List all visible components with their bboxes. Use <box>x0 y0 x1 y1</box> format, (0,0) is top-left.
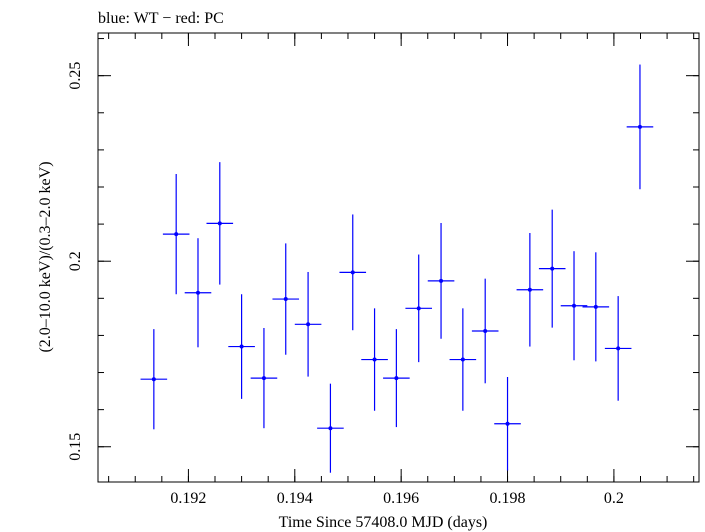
data-point <box>582 252 610 362</box>
data-point <box>626 64 654 190</box>
x-tick-label: 0.196 <box>383 490 419 507</box>
point-marker <box>416 306 421 311</box>
y-tick-label: 0.2 <box>67 251 84 271</box>
data-point <box>339 214 367 331</box>
point-marker <box>460 357 465 362</box>
data-point <box>272 243 300 355</box>
point-marker <box>283 297 288 302</box>
data-point <box>494 376 521 471</box>
data-point <box>405 254 433 363</box>
x-tick-label: 0.198 <box>490 490 526 507</box>
point-marker <box>616 346 621 351</box>
point-marker <box>350 270 355 275</box>
point-marker <box>505 421 510 426</box>
point-marker <box>527 287 532 292</box>
data-points <box>140 64 654 473</box>
point-marker <box>239 344 244 349</box>
point-marker <box>306 322 311 327</box>
data-point <box>206 162 234 285</box>
data-point <box>538 209 566 328</box>
data-point <box>294 271 322 377</box>
axis-tick-labels: 0.192 0.194 0.196 0.198 0.2 0.15 0.2 0.25 <box>67 62 624 507</box>
x-tick-label: 0.192 <box>170 490 206 507</box>
data-point <box>317 383 344 473</box>
point-marker <box>394 376 399 381</box>
point-marker <box>328 426 333 431</box>
point-marker <box>550 266 555 271</box>
data-point <box>184 238 212 348</box>
point-marker <box>195 290 200 295</box>
plot-frame <box>97 32 700 483</box>
data-point <box>162 174 190 295</box>
point-marker <box>151 377 156 382</box>
point-marker <box>483 328 488 333</box>
data-point <box>427 222 455 339</box>
axis-ticks <box>98 33 699 482</box>
point-marker <box>372 357 377 362</box>
data-point <box>361 308 388 411</box>
y-tick-label: 0.15 <box>67 433 84 461</box>
y-tick-label: 0.25 <box>67 62 84 90</box>
data-point <box>560 251 588 361</box>
data-point <box>250 328 278 429</box>
data-point <box>471 278 499 384</box>
point-marker <box>439 278 444 283</box>
data-point <box>383 329 410 428</box>
data-point <box>449 308 477 411</box>
y-axis-label: (2.0–10.0 keV)/(0.3–2.0 keV) <box>37 161 54 352</box>
point-marker <box>174 232 179 237</box>
data-point <box>604 296 632 401</box>
data-point <box>228 294 255 399</box>
data-point <box>516 233 544 347</box>
chart-title: blue: WT − red: PC <box>98 10 224 27</box>
point-marker <box>261 376 266 381</box>
data-point <box>140 329 168 430</box>
x-tick-label: 0.2 <box>604 490 624 507</box>
x-tick-label: 0.194 <box>277 490 313 507</box>
point-marker <box>593 304 598 309</box>
point-marker <box>217 221 222 226</box>
x-axis-label: Time Since 57408.0 MJD (days) <box>279 514 488 531</box>
point-marker <box>637 124 642 129</box>
point-marker <box>572 303 577 308</box>
